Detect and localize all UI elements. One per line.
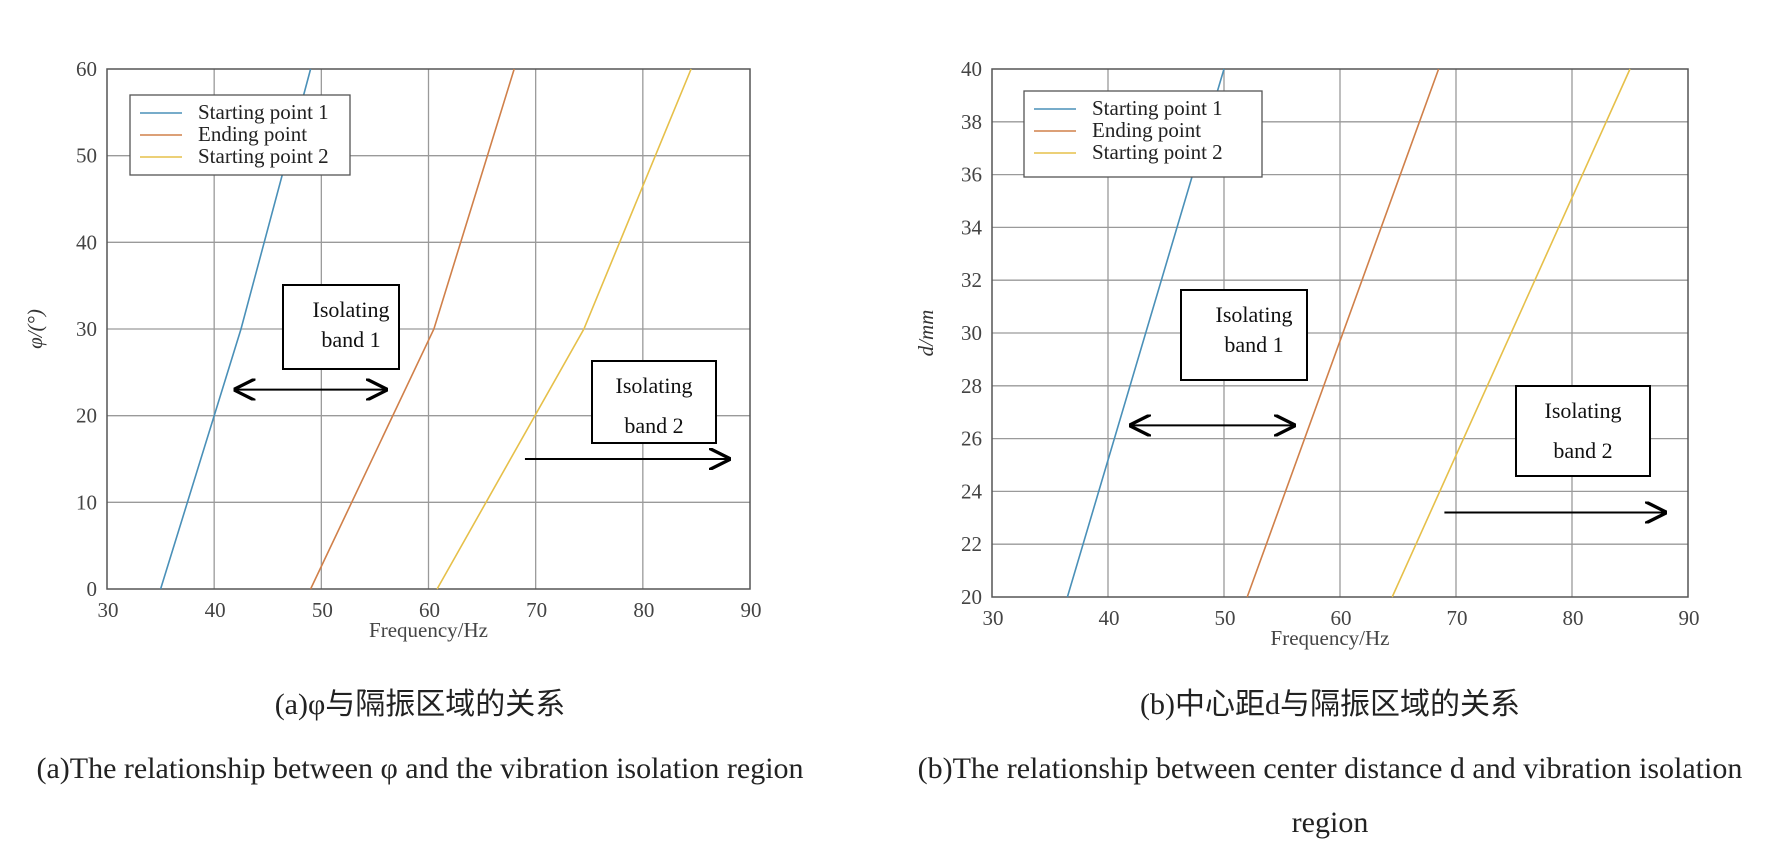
series-line-b-2 <box>1246 68 1440 598</box>
caption-cn-b: (b)中心距d与隔振区域的关系 <box>1140 688 1520 721</box>
y-tick-label-a: 30 <box>76 317 97 341</box>
y-tick-label-a: 20 <box>76 404 97 428</box>
y-tick-label-b: 36 <box>961 163 982 187</box>
y-tick-label-a: 0 <box>87 577 98 601</box>
x-tick-label-b: 50 <box>1215 606 1236 630</box>
plot-border-b <box>991 68 1689 598</box>
y-tick-label-b: 28 <box>961 374 982 398</box>
annotation-text-a-1: band 1 <box>321 327 380 352</box>
y-tick-label-b: 26 <box>961 427 982 451</box>
y-tick-label-b: 38 <box>961 110 982 134</box>
annotation-text-b-2: Isolating <box>1545 398 1622 423</box>
legend-label-b-1: Starting point 1 <box>1092 96 1223 120</box>
x-tick-label-b: 90 <box>1679 606 1700 630</box>
x-axis-label-a: Frequency/Hz <box>369 618 488 642</box>
x-tick-label-a: 40 <box>205 598 226 622</box>
y-tick-label-b: 24 <box>961 479 983 503</box>
y-tick-label-a: 10 <box>76 490 97 514</box>
annotation-box-b-2 <box>1515 385 1651 477</box>
legend-label-a-2: Ending point <box>198 122 307 146</box>
y-tick-label-b: 40 <box>961 57 982 81</box>
y-tick-label-b: 34 <box>961 215 983 239</box>
annotation-box-a-1 <box>282 284 400 370</box>
x-tick-label-b: 60 <box>1331 606 1352 630</box>
y-axis-label-a: φ/(°) <box>23 309 47 349</box>
x-tick-label-a: 60 <box>419 598 440 622</box>
x-tick-label-b: 30 <box>983 606 1004 630</box>
annotation-text-b-1: Isolating <box>1216 302 1293 327</box>
y-tick-label-a: 60 <box>76 57 97 81</box>
annotation-text-b-2: band 2 <box>1553 438 1612 463</box>
y-tick-label-a: 50 <box>76 144 97 168</box>
x-tick-label-a: 90 <box>741 598 762 622</box>
y-tick-label-a: 40 <box>76 230 97 254</box>
x-tick-label-b: 70 <box>1447 606 1468 630</box>
series-line-b-3 <box>1391 68 1631 598</box>
x-tick-label-b: 80 <box>1563 606 1584 630</box>
x-tick-label-a: 80 <box>633 598 654 622</box>
annotation-text-b-1: band 1 <box>1224 332 1283 357</box>
legend-label-a-1: Starting point 1 <box>198 100 329 124</box>
annotation-text-a-1: Isolating <box>313 297 390 322</box>
series-line-a-3 <box>436 68 692 590</box>
x-tick-label-a: 50 <box>312 598 333 622</box>
y-tick-label-b: 22 <box>961 532 982 556</box>
x-tick-label-a: 70 <box>526 598 547 622</box>
x-axis-label-b: Frequency/Hz <box>1271 626 1390 650</box>
annotation-box-b-1 <box>1180 289 1308 381</box>
annotation-box-a-2 <box>591 360 717 444</box>
chart-panel-b: 30 40 50 60 70 80 90 20 22 24 26 28 30 32 34 36 38 40 Freq… <box>914 57 1700 650</box>
y-tick-label-b: 30 <box>961 321 982 345</box>
series-line-a-2 <box>309 68 515 590</box>
legend-label-b-3: Starting point 2 <box>1092 140 1223 164</box>
chart-panel-a: 30 40 50 60 70 80 900102030405060Frequency/Hzφ… <box>23 57 762 642</box>
caption-en-b: (b)The relationship between center dista… <box>917 752 1743 839</box>
y-tick-label-b: 32 <box>961 268 982 292</box>
x-tick-label-a: 30 <box>98 598 119 622</box>
caption-cn-a: (a)φ与隔振区域的关系 <box>274 688 566 721</box>
y-tick-label-b: 20 <box>961 585 982 609</box>
legend-label-b-2: Ending point <box>1092 118 1201 142</box>
caption-panel-b: (b)中心距d与隔振区域的关系 (b)The relationship betw… <box>910 690 1750 850</box>
legend-label-a-3: Starting point 2 <box>198 144 329 168</box>
y-axis-label-b: d/mm <box>914 310 938 357</box>
annotation-text-a-2: Isolating <box>616 373 693 398</box>
caption-panel-a: (a)φ与隔振区域的关系 (a)The relationship between… <box>20 690 820 796</box>
annotation-text-a-2: band 2 <box>624 413 683 438</box>
caption-en-a: (a)The relationship between φ and the vi… <box>36 752 804 785</box>
legend-box-b <box>1023 90 1263 178</box>
plot-border-a <box>106 68 751 590</box>
x-tick-label-b: 40 <box>1099 606 1120 630</box>
